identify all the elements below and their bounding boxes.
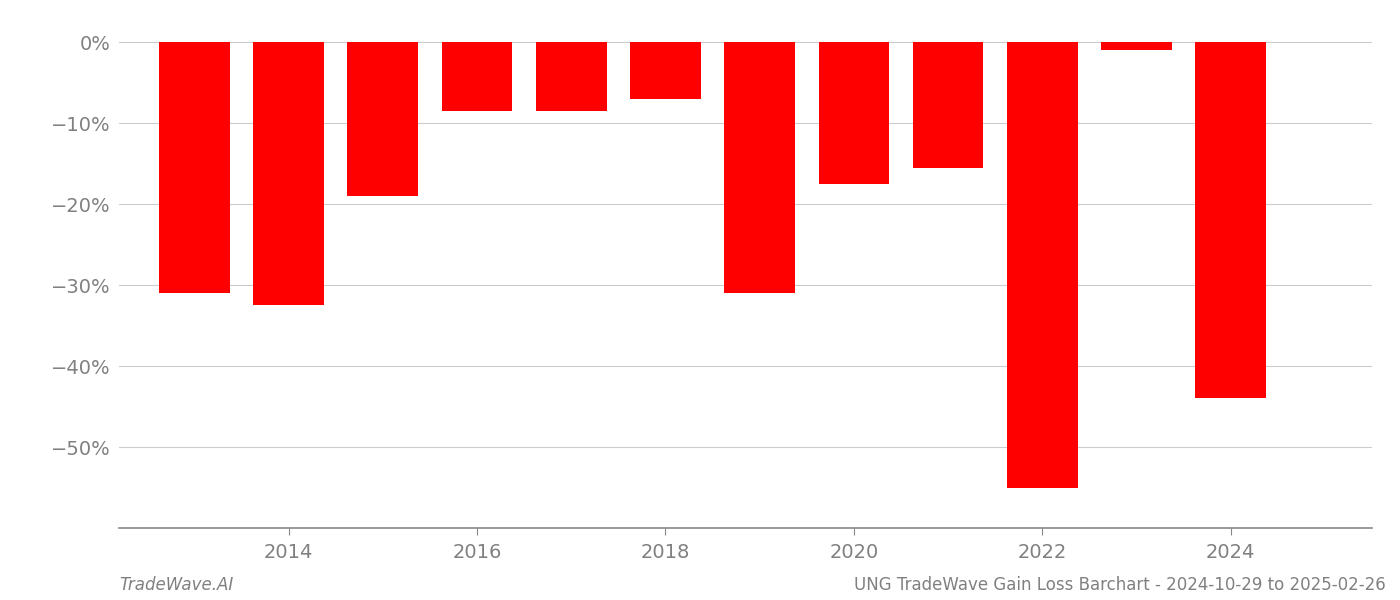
Bar xyxy=(347,42,419,196)
Text: TradeWave.AI: TradeWave.AI xyxy=(119,576,234,594)
Bar xyxy=(819,42,889,184)
Bar xyxy=(913,42,983,168)
Text: UNG TradeWave Gain Loss Barchart - 2024-10-29 to 2025-02-26: UNG TradeWave Gain Loss Barchart - 2024-… xyxy=(854,576,1386,594)
Bar xyxy=(724,42,795,293)
Bar xyxy=(1196,42,1266,398)
Bar xyxy=(253,42,323,305)
Bar xyxy=(1007,42,1078,488)
Bar xyxy=(630,42,701,99)
Bar xyxy=(160,42,230,293)
Bar xyxy=(536,42,606,111)
Bar xyxy=(1102,42,1172,50)
Bar xyxy=(441,42,512,111)
